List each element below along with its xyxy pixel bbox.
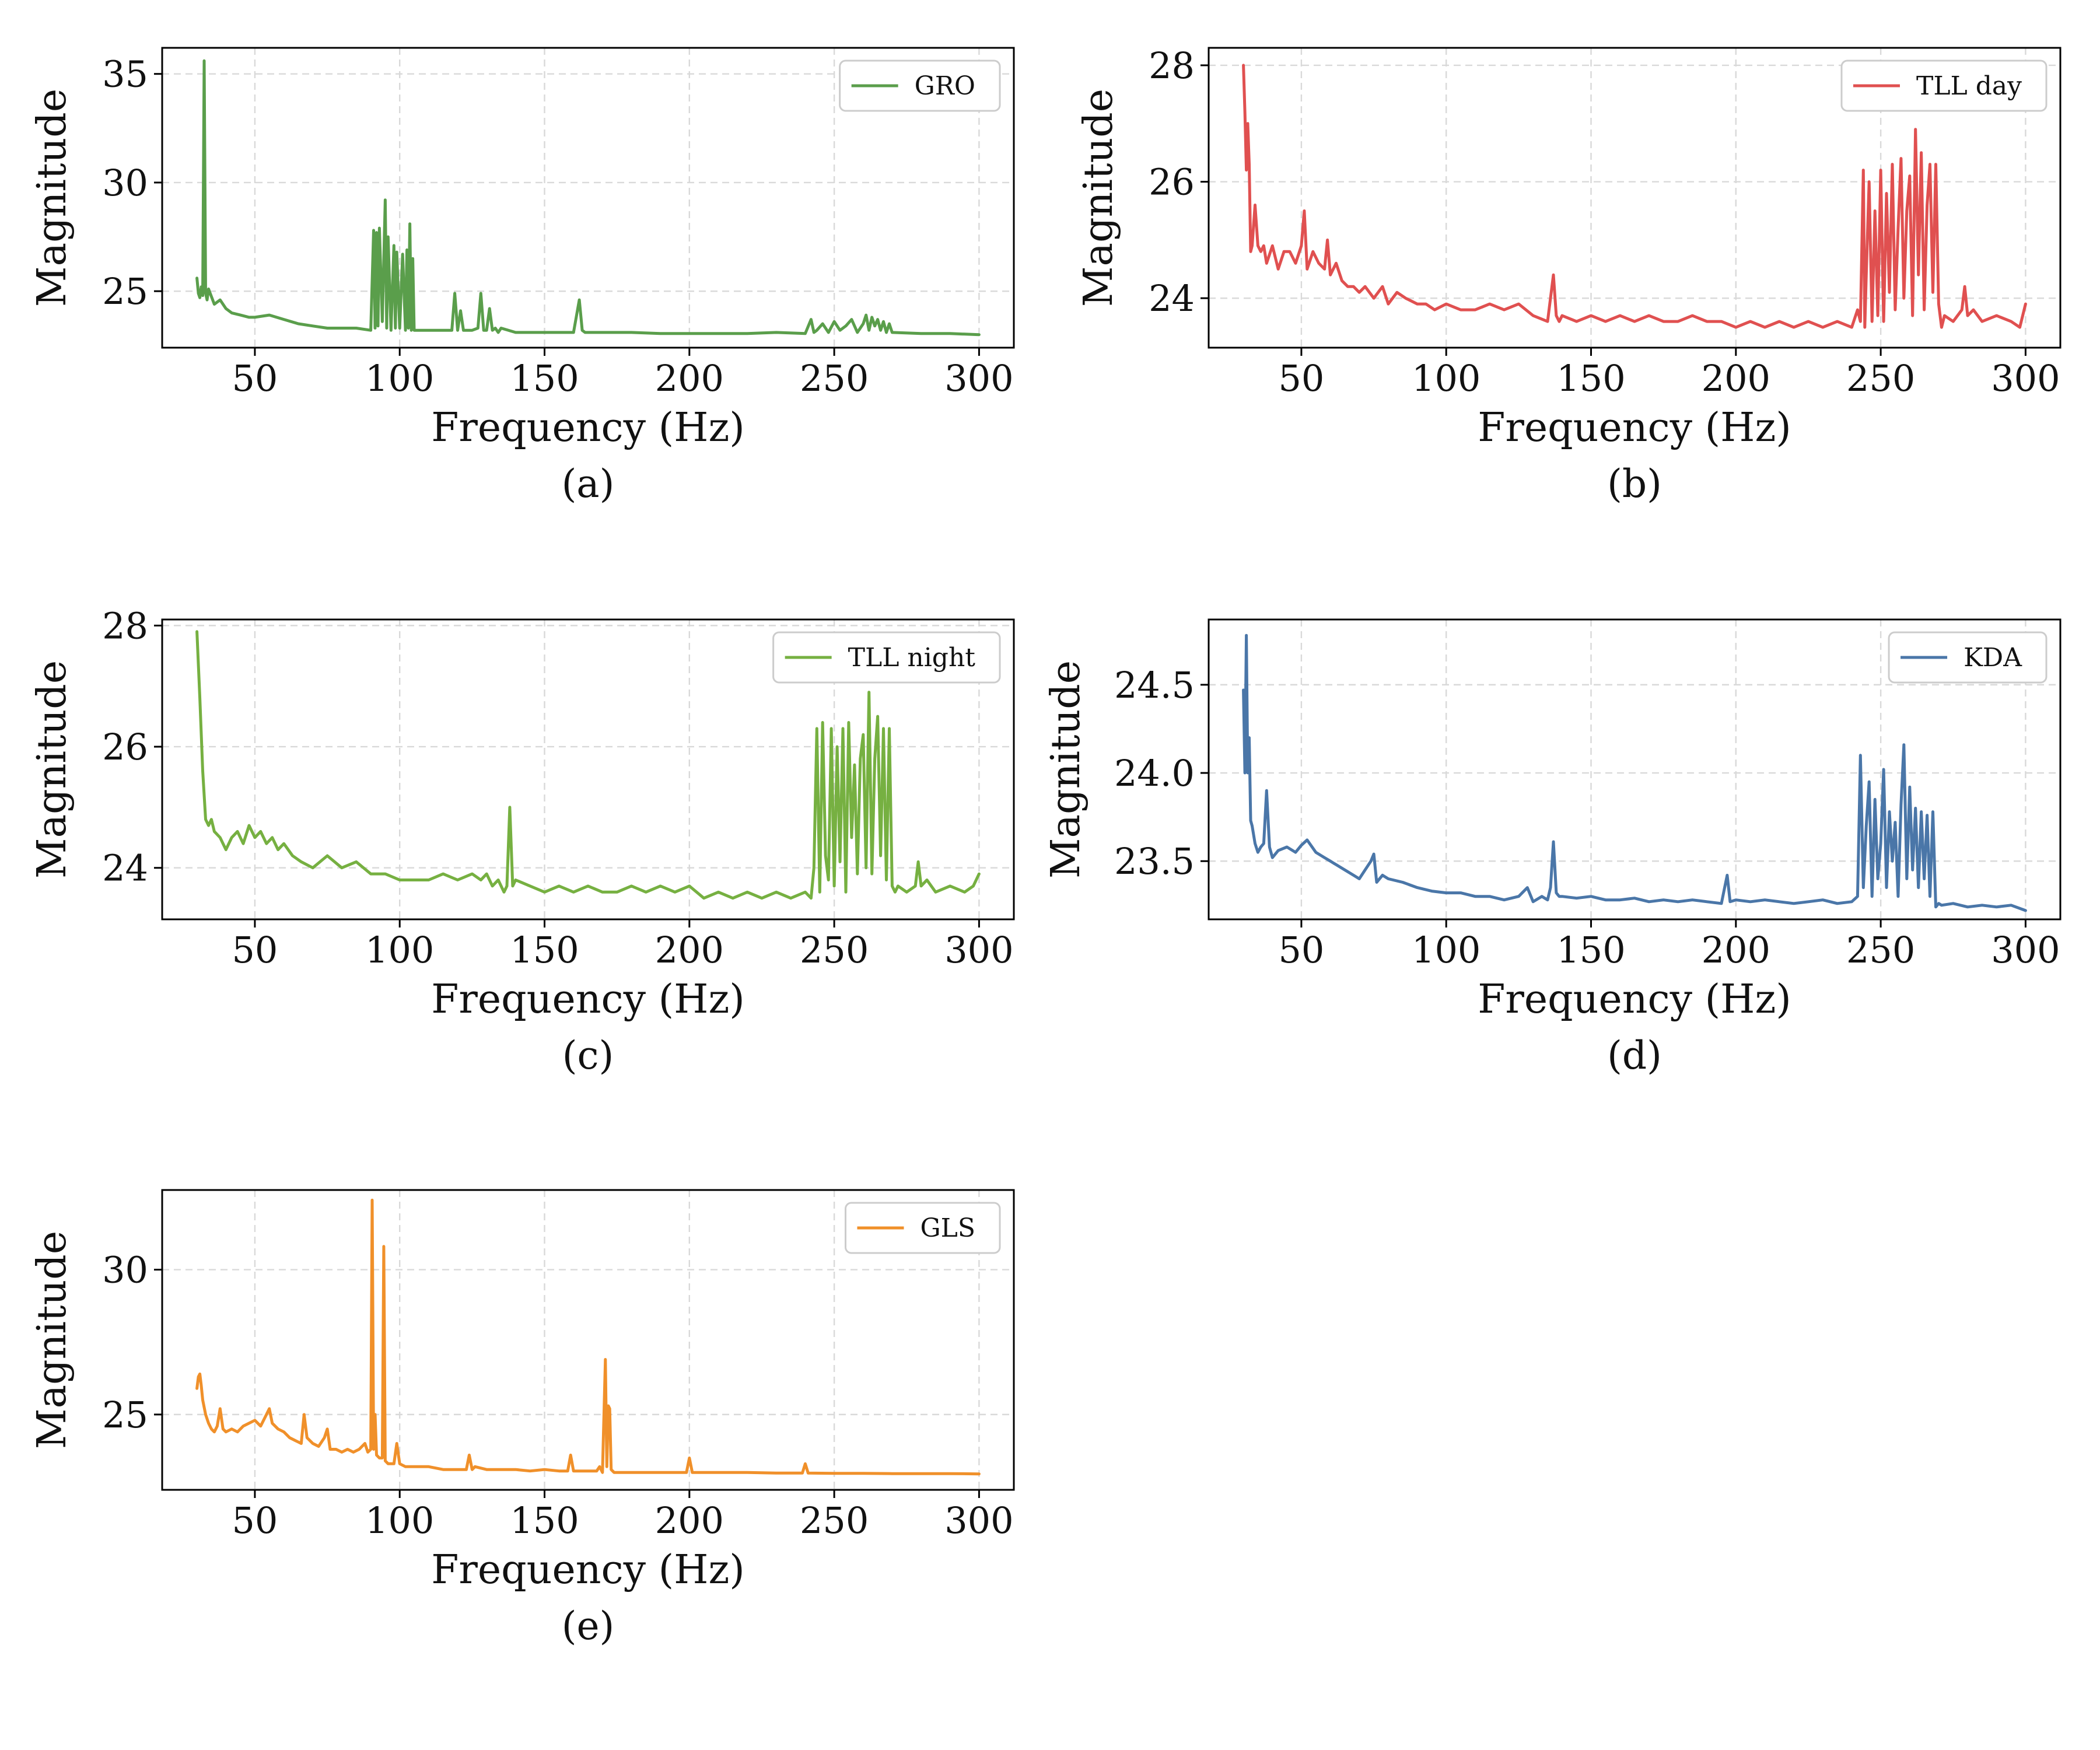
x-axis-label: Frequency (Hz) bbox=[431, 1547, 745, 1593]
y-tick-label: 25 bbox=[102, 270, 148, 313]
x-tick-label: 100 bbox=[365, 929, 434, 971]
legend-label: TLL night bbox=[848, 643, 976, 673]
x-tick-label: 100 bbox=[1412, 357, 1480, 400]
chart-panel-2: 50 100 150 200 250 300 24 26 28 Frequency (Hz) Mag… bbox=[1076, 44, 2062, 506]
y-tick-label: 25 bbox=[102, 1394, 148, 1436]
x-tick-label: 150 bbox=[510, 357, 579, 400]
legend-box bbox=[1840, 60, 2048, 112]
x-tick-label: 300 bbox=[944, 1499, 1013, 1542]
x-tick-label: 50 bbox=[1278, 929, 1324, 971]
legend: KDA bbox=[1888, 631, 2048, 684]
x-tick-label: 50 bbox=[232, 1499, 278, 1542]
plot-frame bbox=[161, 618, 1015, 921]
series-line-gro bbox=[195, 59, 981, 337]
x-tick-label: 150 bbox=[510, 929, 579, 971]
y-axis-label: Magnitude bbox=[1043, 660, 1089, 878]
x-tick-label: 50 bbox=[232, 929, 278, 971]
x-tick-label: 250 bbox=[800, 357, 869, 400]
x-tick-label: 200 bbox=[655, 1499, 724, 1542]
series-line-tll-day bbox=[1242, 64, 2027, 329]
x-tick-label: 50 bbox=[232, 357, 278, 400]
x-tick-label: 300 bbox=[1991, 929, 2060, 971]
x-tick-label: 150 bbox=[1556, 357, 1625, 400]
x-axis-label: Frequency (Hz) bbox=[431, 977, 745, 1023]
y-tick-label: 26 bbox=[1149, 161, 1195, 204]
plot-frame bbox=[1208, 618, 2062, 921]
y-axis-label: Magnitude bbox=[29, 660, 75, 878]
x-tick-label: 100 bbox=[365, 357, 434, 400]
y-tick-label: 24.5 bbox=[1114, 664, 1195, 706]
x-tick-label: 300 bbox=[944, 929, 1013, 971]
y-tick-label: 30 bbox=[102, 1249, 148, 1292]
y-tick-label: 28 bbox=[1149, 44, 1195, 87]
x-axis-label: Frequency (Hz) bbox=[431, 405, 745, 451]
panel-caption: (e) bbox=[562, 1604, 615, 1648]
chart-panel-3: 50 100 150 200 250 300 24 26 28 Frequency (Hz) Mag… bbox=[29, 604, 1015, 1078]
y-axis-label: Magnitude bbox=[29, 89, 75, 307]
panel-caption: (a) bbox=[562, 461, 615, 506]
chart-panel-4: 50 100 150 200 250 300 23.5 24.0 24.5 Frequency (… bbox=[1043, 618, 2062, 1078]
y-tick-label: 24.0 bbox=[1114, 752, 1195, 794]
x-tick-label: 50 bbox=[1278, 357, 1324, 400]
x-tick-label: 100 bbox=[365, 1499, 434, 1542]
x-tick-label: 150 bbox=[510, 1499, 579, 1542]
series-line-gls bbox=[195, 1198, 981, 1476]
y-axis-label: Magnitude bbox=[1076, 89, 1122, 307]
y-axis-label: Magnitude bbox=[29, 1231, 75, 1449]
y-tick-label: 24 bbox=[102, 847, 148, 890]
legend-box bbox=[772, 631, 1001, 684]
legend: TLL night bbox=[772, 631, 1001, 684]
plot-frame bbox=[161, 1189, 1015, 1491]
y-tick-label: 28 bbox=[102, 604, 148, 647]
series-line-tll-night bbox=[195, 630, 981, 900]
legend-box bbox=[839, 60, 1001, 112]
y-tick-label: 35 bbox=[102, 53, 148, 96]
y-tick-label: 26 bbox=[102, 726, 148, 768]
panel-caption: (b) bbox=[1607, 461, 1662, 506]
legend-label: TLL day bbox=[1916, 71, 2022, 101]
x-tick-label: 200 bbox=[1702, 357, 1770, 400]
series-line-kda bbox=[1242, 634, 2027, 912]
legend: TLL day bbox=[1840, 60, 2048, 112]
x-tick-label: 300 bbox=[1991, 357, 2060, 400]
legend-label: KDA bbox=[1964, 643, 2022, 673]
x-tick-label: 250 bbox=[800, 1499, 869, 1542]
x-axis-label: Frequency (Hz) bbox=[1478, 405, 1791, 451]
x-tick-label: 300 bbox=[944, 357, 1013, 400]
legend-box bbox=[844, 1202, 1001, 1254]
x-axis-label: Frequency (Hz) bbox=[1478, 977, 1791, 1023]
x-tick-label: 200 bbox=[655, 929, 724, 971]
plot-frame bbox=[161, 47, 1015, 349]
y-tick-label: 30 bbox=[102, 162, 148, 204]
legend-box bbox=[1888, 631, 2048, 684]
chart-panel-1: 50 100 150 200 250 300 25 30 35 Frequency (Hz) Mag… bbox=[29, 47, 1015, 506]
x-tick-label: 200 bbox=[1702, 929, 1770, 971]
legend-label: GRO bbox=[915, 71, 975, 101]
legend-label: GLS bbox=[920, 1213, 975, 1243]
legend: GLS bbox=[844, 1202, 1001, 1254]
x-tick-label: 150 bbox=[1556, 929, 1625, 971]
panel-caption: (c) bbox=[562, 1033, 614, 1078]
y-tick-label: 23.5 bbox=[1114, 840, 1195, 883]
chart-panel-5: 50 100 150 200 250 300 25 30 Frequency (Hz) Magni… bbox=[29, 1189, 1015, 1648]
x-tick-label: 250 bbox=[1846, 929, 1915, 971]
x-tick-label: 200 bbox=[655, 357, 724, 400]
y-tick-label: 24 bbox=[1149, 277, 1195, 320]
legend: GRO bbox=[839, 60, 1001, 112]
panel-caption: (d) bbox=[1607, 1033, 1662, 1078]
plot-frame bbox=[1208, 47, 2062, 349]
x-tick-label: 100 bbox=[1412, 929, 1480, 971]
x-tick-label: 250 bbox=[1846, 357, 1915, 400]
x-tick-label: 250 bbox=[800, 929, 869, 971]
